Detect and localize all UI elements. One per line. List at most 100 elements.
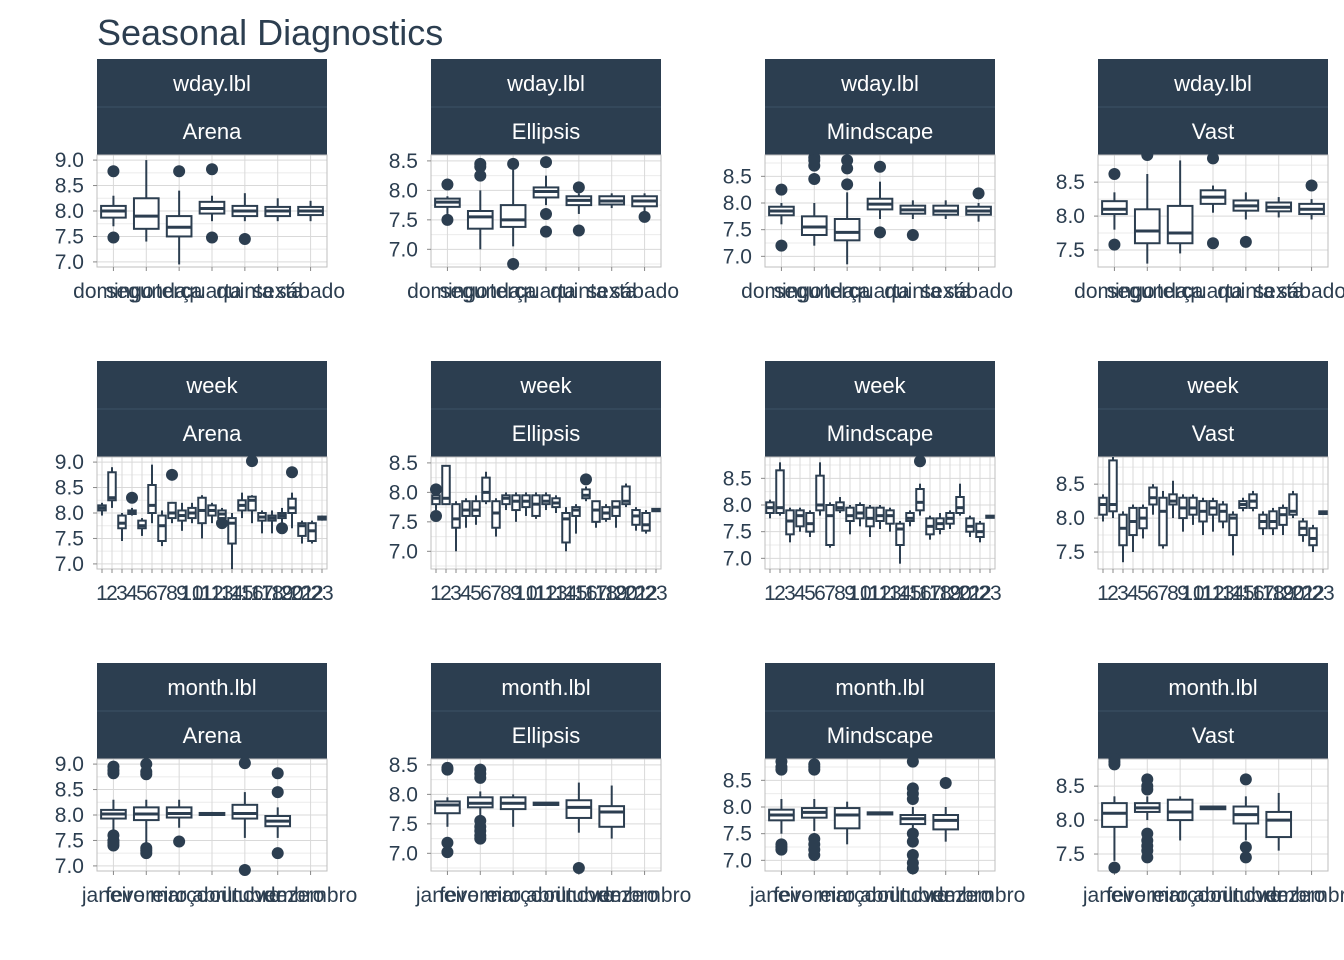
y-tick-label: 8.0 xyxy=(389,783,418,806)
boxplot-box xyxy=(1199,152,1227,250)
boxplot-box xyxy=(216,507,228,530)
x-tick-label: 23 xyxy=(644,582,667,605)
x-tick-label: 16 xyxy=(1241,582,1264,605)
boxplot-box xyxy=(985,514,995,519)
iqr-box xyxy=(833,807,861,830)
outlier-point xyxy=(126,491,138,504)
boxplot-box xyxy=(317,515,327,521)
iqr-box xyxy=(1148,486,1158,506)
boxplot-box xyxy=(885,507,895,532)
boxplot-box xyxy=(166,468,178,524)
x-tick-label: quinta xyxy=(216,280,274,303)
x-tick-label: quarta xyxy=(850,280,910,303)
boxplot-box xyxy=(297,520,307,544)
iqr-box xyxy=(147,484,157,514)
boxplot-box xyxy=(1178,494,1188,532)
boxplot-box xyxy=(466,157,494,250)
x-tick-label: 19 xyxy=(938,582,961,605)
x-tick-label: 4 xyxy=(1127,582,1139,605)
strip-row-label-bg xyxy=(431,361,661,409)
outlier-point xyxy=(140,768,153,781)
strip-col-label-bg xyxy=(431,409,661,457)
boxplot-box xyxy=(895,521,905,564)
x-tick-label: domingo xyxy=(1074,280,1155,303)
outlier-point xyxy=(841,178,854,191)
strip-row-label: week xyxy=(1186,373,1239,398)
boxplot-box xyxy=(1166,796,1194,841)
outlier-point xyxy=(216,517,228,530)
x-tick-label: 22 xyxy=(1301,582,1324,605)
x-tick-label: 8 xyxy=(1167,582,1179,605)
boxplot-box xyxy=(197,495,207,539)
outlier-point xyxy=(1108,168,1121,181)
iqr-box xyxy=(1218,503,1228,523)
strip-row-label: month.lbl xyxy=(835,675,924,700)
boxplot-box xyxy=(100,760,127,852)
outlier-point xyxy=(914,455,926,468)
x-tick-label: abril xyxy=(526,884,566,907)
x-tick-label: sábado xyxy=(610,280,679,303)
x-tick-label: março xyxy=(150,884,208,907)
x-tick-label: abril xyxy=(192,884,232,907)
x-tick-label: 21 xyxy=(290,582,313,605)
outlier-point xyxy=(808,173,821,185)
x-tick-label: 23 xyxy=(978,582,1001,605)
strip-col-label: Mindscape xyxy=(827,119,933,144)
outlier-point xyxy=(246,455,258,468)
x-tick-label: novembro xyxy=(1232,884,1325,907)
x-tick-label: quarta xyxy=(1183,280,1243,303)
x-tick-label: 23 xyxy=(1311,582,1334,605)
y-tick-label: 8.5 xyxy=(389,452,418,475)
iqr-box xyxy=(833,218,861,242)
outlier-point xyxy=(166,468,178,481)
boxplot-box xyxy=(165,799,193,848)
y-tick-label: 7.0 xyxy=(55,855,84,878)
boxplot-box xyxy=(471,495,481,525)
x-tick-label: 13 xyxy=(878,582,901,605)
x-tick-label: sexta xyxy=(921,280,972,303)
boxplot-box xyxy=(187,502,197,524)
x-tick-label: 20 xyxy=(1281,582,1304,605)
boxplot-box xyxy=(945,510,955,529)
boxplot-box xyxy=(276,507,288,535)
strip-col-label-bg xyxy=(97,107,327,155)
outlier-point xyxy=(1141,783,1154,796)
strip-row-label-bg xyxy=(431,663,661,711)
outlier-point xyxy=(441,213,454,226)
facet-panel: wday.lbl Arena 7.0 7.58.08.5 9.0 domingosegun… xyxy=(55,59,345,303)
boxplot-box xyxy=(198,811,226,817)
x-tick-label: 13 xyxy=(544,582,567,605)
x-tick-label: terça xyxy=(490,280,537,303)
boxplot-box xyxy=(845,505,855,535)
outlier-point xyxy=(1141,149,1154,161)
iqr-box xyxy=(1108,459,1118,513)
boxplot-box xyxy=(137,518,147,536)
strip-row-label: wday.lbl xyxy=(506,71,585,96)
outlier-point xyxy=(441,763,454,776)
y-tick-label: 7.5 xyxy=(55,527,84,550)
strip-row-label: week xyxy=(519,373,572,398)
y-tick-label: 8.0 xyxy=(1056,507,1085,530)
x-tick-label: 10 xyxy=(1181,582,1204,605)
y-tick-label: 8.5 xyxy=(723,467,752,490)
x-tick-label: 18 xyxy=(260,582,283,605)
outlier-point xyxy=(430,509,442,522)
y-tick-label: 8.5 xyxy=(723,165,752,188)
boxplot-box xyxy=(1298,518,1308,542)
iqr-box xyxy=(287,497,297,514)
y-tick-label: 7.5 xyxy=(723,219,752,242)
x-tick-label: 20 xyxy=(280,582,303,605)
outlier-point xyxy=(775,239,788,252)
iqr-box xyxy=(434,800,461,815)
boxplot-box xyxy=(97,502,107,516)
outlier-point xyxy=(580,473,592,486)
boxplot-box xyxy=(541,492,551,511)
boxplot-box xyxy=(975,521,985,543)
iqr-box xyxy=(1166,798,1194,822)
facet-panel: month.lbl Ellipsis 7.0 7.5 8.0 8.5 janeirofeve… xyxy=(389,663,691,907)
iqr-box xyxy=(565,799,593,819)
boxplot-box xyxy=(805,510,815,537)
boxplot-box xyxy=(1318,510,1328,516)
boxplot-box xyxy=(1265,792,1293,851)
boxplot-box xyxy=(571,504,581,534)
